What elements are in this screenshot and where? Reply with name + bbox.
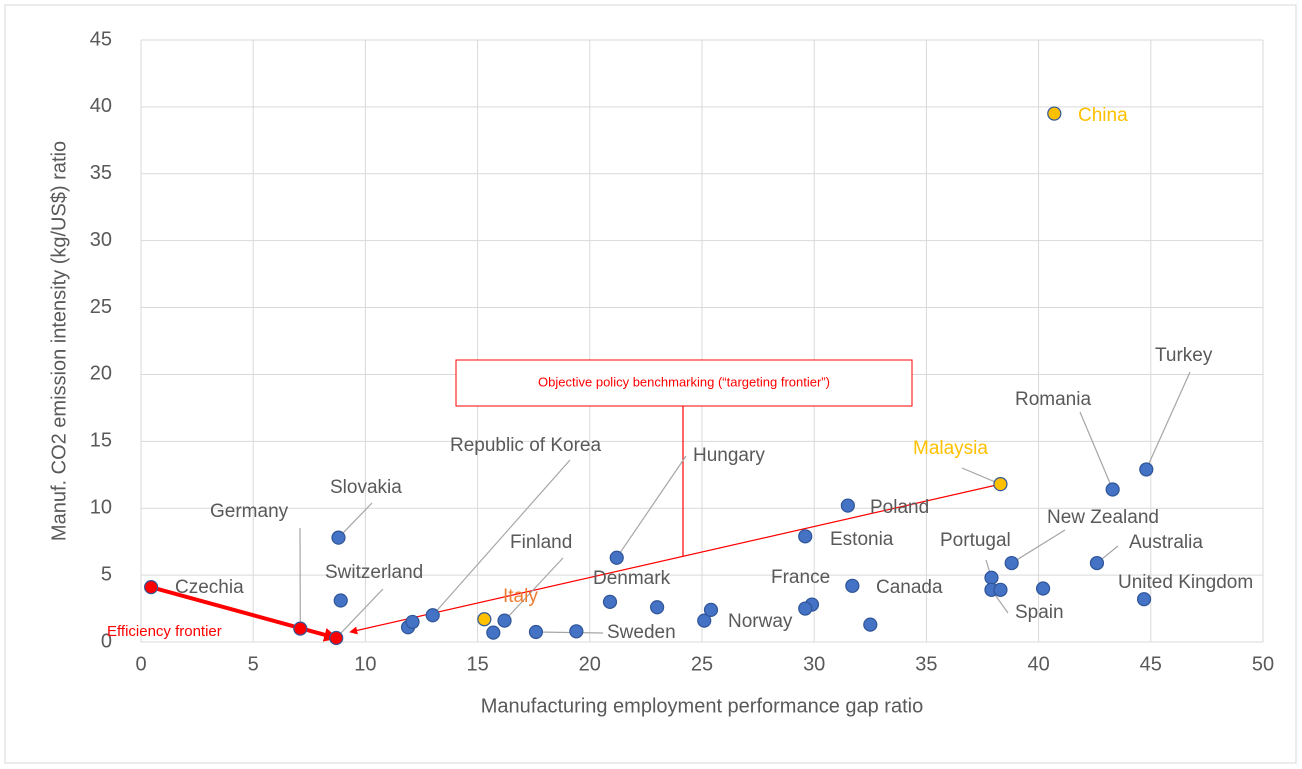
point-label: Republic of Korea [450, 435, 601, 456]
annotation-box [455, 359, 913, 407]
point-label: Spain [1015, 602, 1064, 623]
point-label: Canada [876, 577, 943, 598]
x-tick-label: 15 [466, 653, 488, 675]
leader-line [335, 588, 384, 639]
data-point [1004, 555, 1019, 571]
data-point [331, 530, 346, 545]
data-point [993, 477, 1008, 492]
point-label: Portugal [940, 530, 1011, 551]
data-point [1089, 555, 1105, 571]
point-label: United Kingdom [1118, 572, 1253, 593]
data-point [293, 621, 308, 636]
point-label: Italy [503, 586, 538, 607]
data-point [703, 602, 719, 617]
data-point [1105, 482, 1120, 497]
data-point [477, 612, 492, 627]
leader-line [504, 557, 564, 622]
x-tick-label: 45 [1140, 653, 1162, 675]
data-point [497, 613, 512, 628]
leader-line [338, 502, 373, 539]
data-point [602, 594, 618, 609]
point-label: Norway [728, 611, 793, 632]
data-point [1035, 581, 1051, 596]
x-tick-label: 0 [135, 653, 146, 675]
x-tick-label: 35 [915, 653, 937, 675]
point-label: Slovakia [330, 477, 402, 498]
point-label: Australia [1129, 532, 1203, 553]
point-label: Switzerland [325, 562, 423, 583]
data-point [329, 630, 344, 646]
y-tick-label: 30 [90, 229, 112, 251]
x-tick-label: 50 [1252, 653, 1274, 675]
data-point [486, 625, 501, 640]
y-tick-label: 45 [90, 28, 112, 50]
point-label: Estonia [830, 529, 894, 550]
data-point [405, 614, 420, 630]
data-point [984, 570, 999, 585]
data-point [798, 529, 813, 544]
leader-line [1145, 371, 1191, 470]
point-label: Sweden [607, 622, 676, 643]
data-point [1047, 106, 1062, 121]
data-point [609, 550, 624, 565]
data-point [333, 593, 348, 608]
data-point [425, 608, 440, 623]
x-tick-label: 30 [803, 653, 825, 675]
targeting-frontier-line [349, 483, 1001, 635]
point-label: Romania [1015, 389, 1091, 410]
data-point [143, 580, 159, 595]
y-tick-label: 5 [101, 563, 112, 585]
leader-line [1011, 529, 1066, 564]
point-label: Turkey [1155, 345, 1213, 366]
y-tick-label: 15 [90, 430, 112, 452]
data-point [650, 600, 665, 615]
leader-line [1079, 411, 1114, 490]
data-point [845, 578, 860, 593]
data-point [993, 582, 1008, 597]
data-point [697, 613, 712, 628]
data-point [840, 498, 855, 513]
leader-line [616, 455, 687, 559]
point-label: Czechia [175, 577, 244, 598]
point-label: Denmark [593, 568, 671, 589]
data-point [863, 617, 878, 632]
point-label: Hungary [693, 445, 765, 466]
y-tick-label: 0 [101, 630, 112, 652]
y-tick-label: 35 [90, 162, 112, 184]
annotation-text: Efficiency frontier [107, 623, 222, 640]
data-point [798, 601, 813, 616]
point-label: Germany [210, 501, 289, 522]
x-tick-label: 20 [579, 653, 601, 675]
point-label: France [771, 567, 830, 588]
x-axis-title: Manufacturing employment performance gap… [481, 695, 923, 717]
point-label: Malaysia [913, 438, 988, 459]
x-tick-label: 25 [691, 653, 713, 675]
point-label: Poland [870, 497, 929, 518]
x-tick-label: 40 [1027, 653, 1049, 675]
y-tick-label: 10 [90, 497, 112, 519]
x-tick-label: 10 [354, 653, 376, 675]
data-point [569, 624, 584, 639]
annotation-text: Objective policy benchmarking (“targetin… [538, 374, 830, 389]
data-point [528, 624, 544, 640]
y-tick-label: 20 [90, 363, 112, 385]
y-tick-label: 40 [90, 95, 112, 117]
x-tick-label: 5 [248, 653, 259, 675]
data-point [1136, 592, 1152, 607]
leader-line [432, 459, 571, 616]
data-point [1139, 462, 1154, 477]
y-tick-label: 25 [90, 296, 112, 318]
y-axis-title: Manuf. CO2 emission intensity (kg/US$) r… [48, 141, 70, 541]
point-label: China [1078, 105, 1128, 126]
point-label: New Zealand [1047, 507, 1159, 528]
point-label: Finland [510, 532, 572, 553]
